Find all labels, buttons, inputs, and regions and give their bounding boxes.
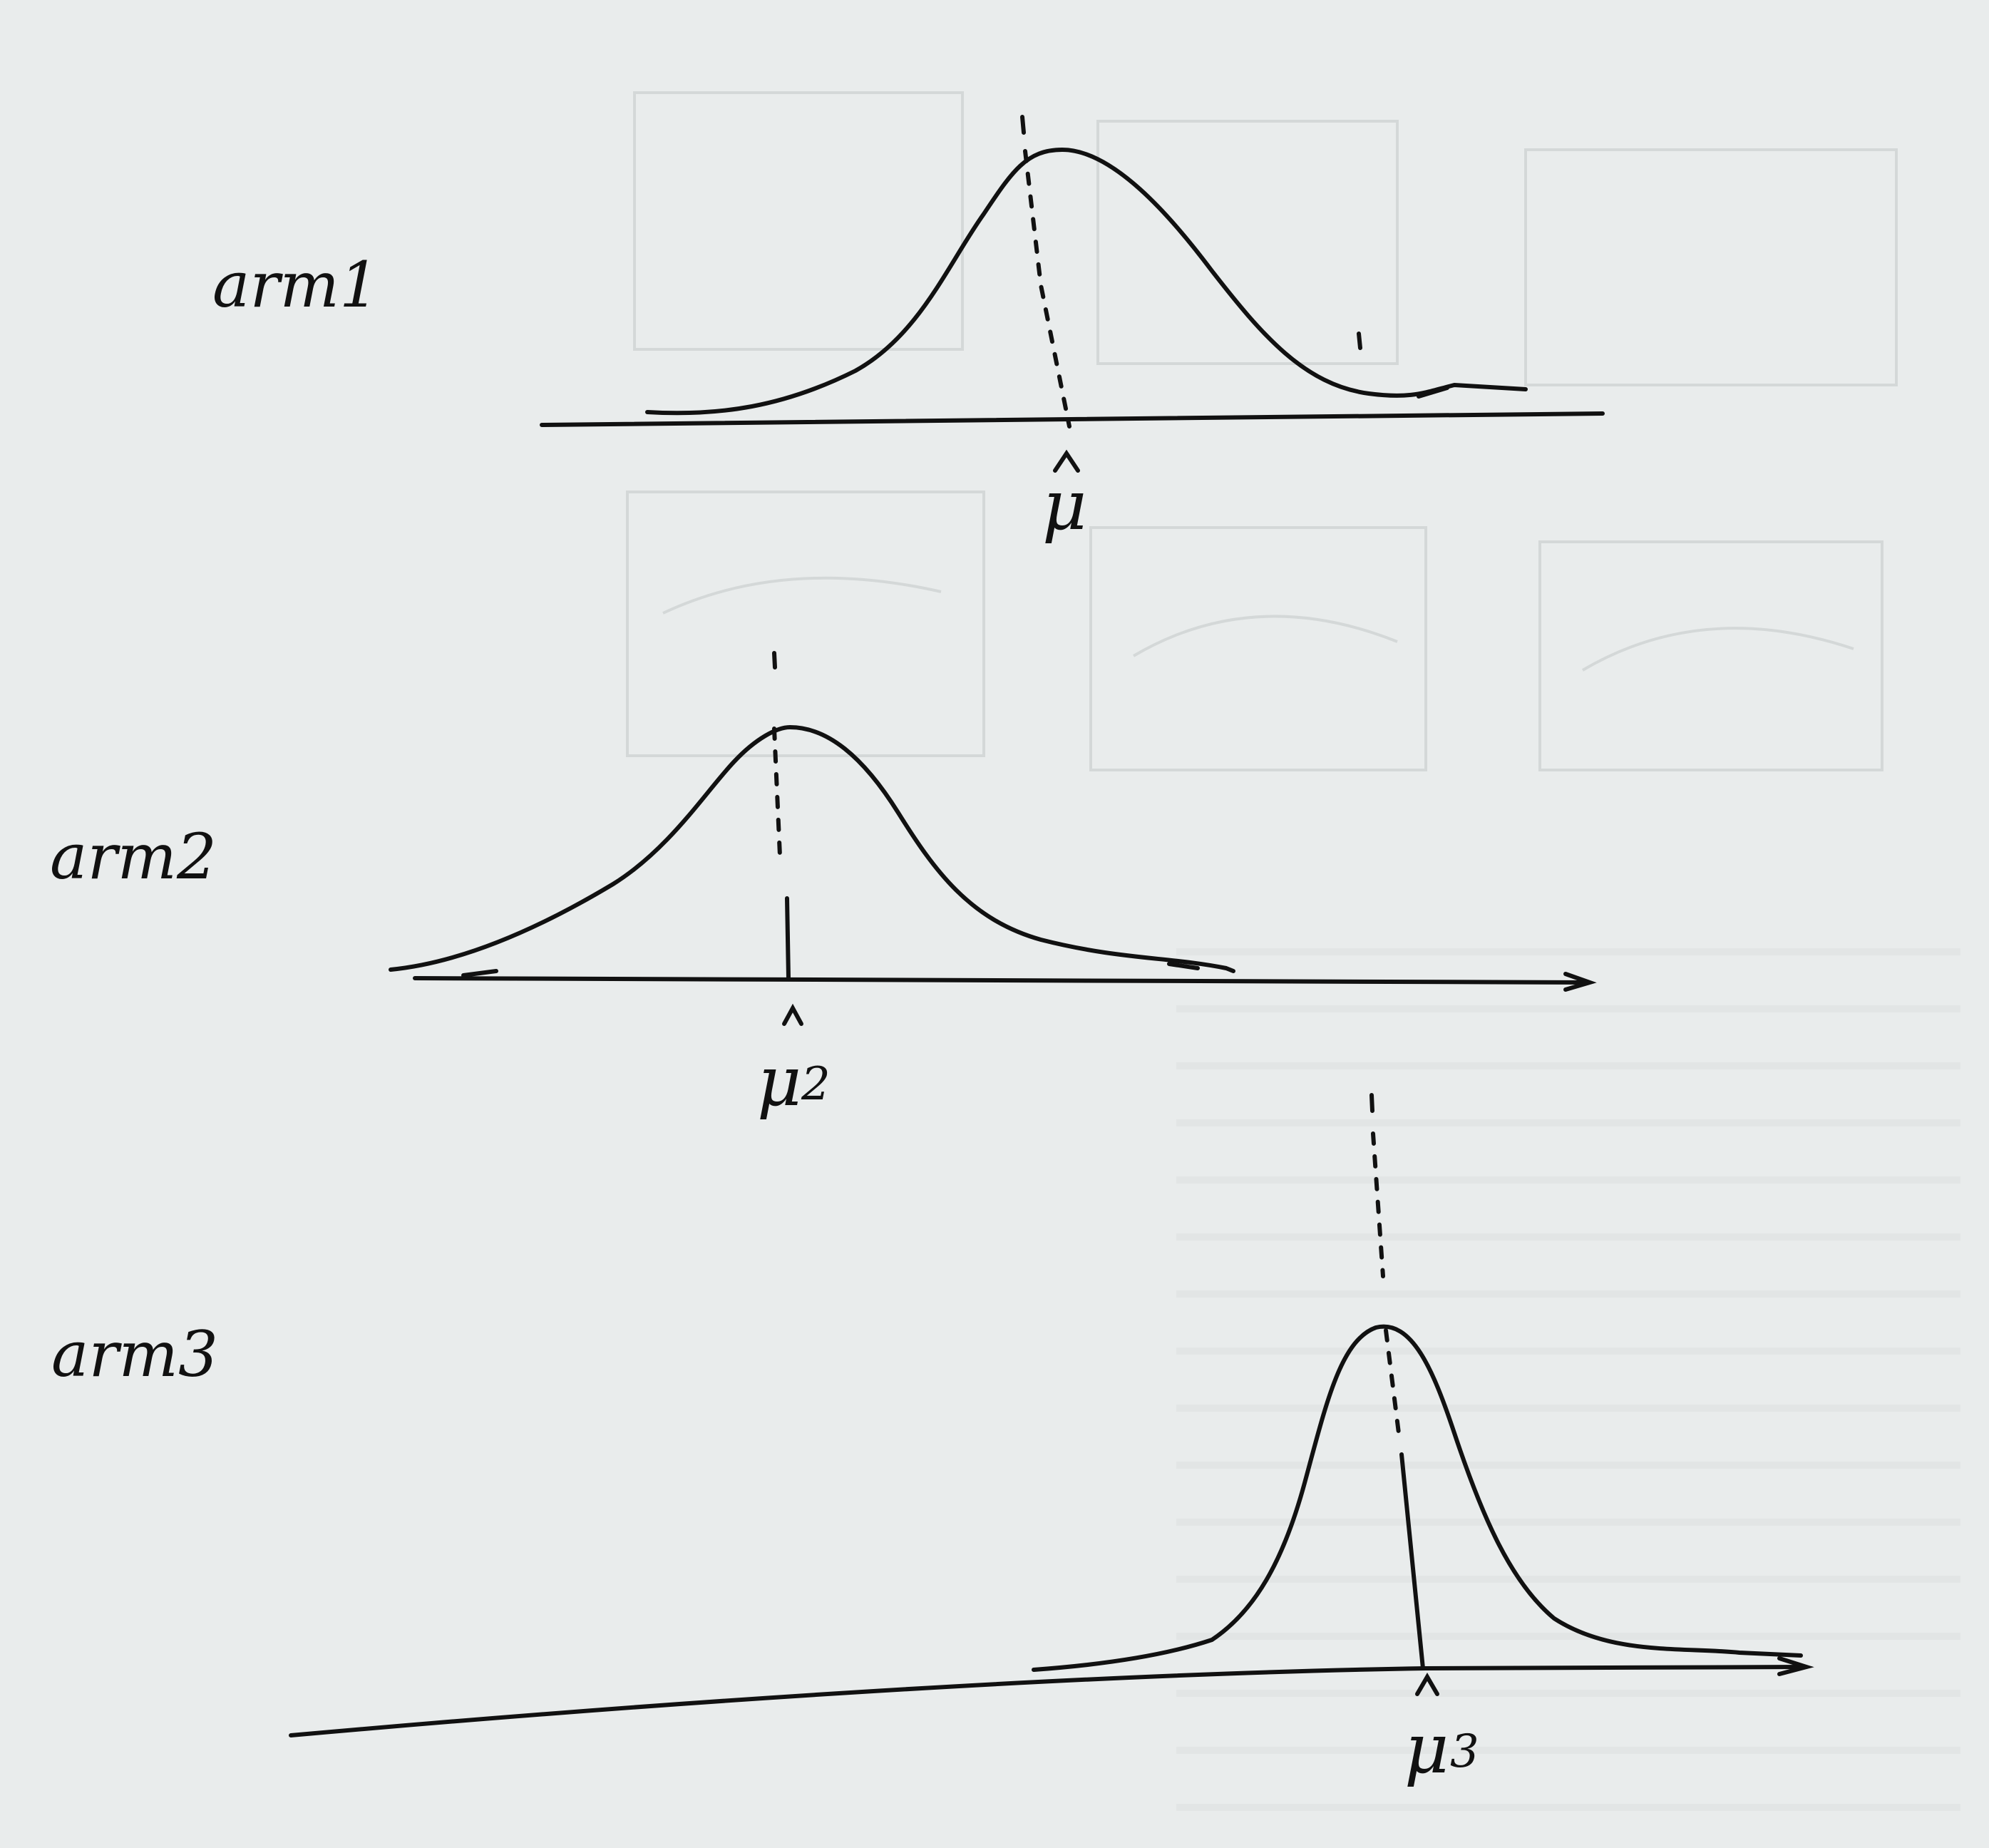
arm2-tail-stroke-right: [1167, 962, 1200, 970]
show-through-background: [626, 91, 1960, 1811]
arm3-mean-dashed-line: [1384, 1328, 1401, 1435]
arm2-label: arm2: [50, 820, 217, 893]
svg-text:μ: μ: [1404, 1709, 1449, 1789]
arm1-mean-dashed-line: [1023, 149, 1071, 428]
panel-arm1: arm1 μ: [212, 115, 1605, 545]
arm2-peak-tick: [772, 651, 777, 669]
arm3-distribution-curve: [1032, 1324, 1803, 1672]
svg-text:μ: μ: [757, 1042, 801, 1121]
svg-text:μ: μ: [1042, 466, 1086, 545]
arm1-axis: [540, 411, 1605, 427]
arm3-estimate-label: μ 3: [1404, 1673, 1479, 1789]
arm3-axis: [289, 1665, 1806, 1737]
svg-text:3: 3: [1450, 1725, 1479, 1778]
arm3-upper-dashed-line: [1371, 1131, 1385, 1278]
arm3-label: arm3: [51, 1318, 218, 1391]
arm2-estimate-label: μ 2: [757, 1003, 831, 1121]
arm2-mean-solid-line: [785, 896, 791, 980]
arm3-hat-mark: [1415, 1673, 1439, 1696]
arm2-tail-stroke-left: [461, 969, 498, 977]
arm1-label: arm1: [212, 248, 379, 322]
arm2-axis: [413, 976, 1589, 985]
arm2-distribution-curve: [389, 725, 1235, 973]
arm1-hat-mark: [1053, 449, 1080, 473]
arm1-peak-tick: [1020, 115, 1026, 135]
arm1-distribution-curve: [645, 148, 1528, 416]
arm1-estimate-label: μ: [1042, 449, 1086, 545]
arm2-axis-arrowhead: [1563, 972, 1597, 992]
arm2-mean-dashed-line: [772, 727, 782, 858]
arm1-tail-stroke: [1417, 386, 1449, 399]
panel-arm2: arm2 μ 2: [50, 651, 1597, 1121]
arm3-mean-solid-line: [1399, 1452, 1425, 1670]
arm3-axis-arrowhead: [1777, 1656, 1814, 1676]
arm2-hat-mark: [782, 1003, 803, 1026]
panel-arm3: arm3 μ 3: [51, 1093, 1814, 1789]
svg-text:2: 2: [801, 1058, 831, 1111]
arm1-tail-tick: [1357, 332, 1362, 350]
